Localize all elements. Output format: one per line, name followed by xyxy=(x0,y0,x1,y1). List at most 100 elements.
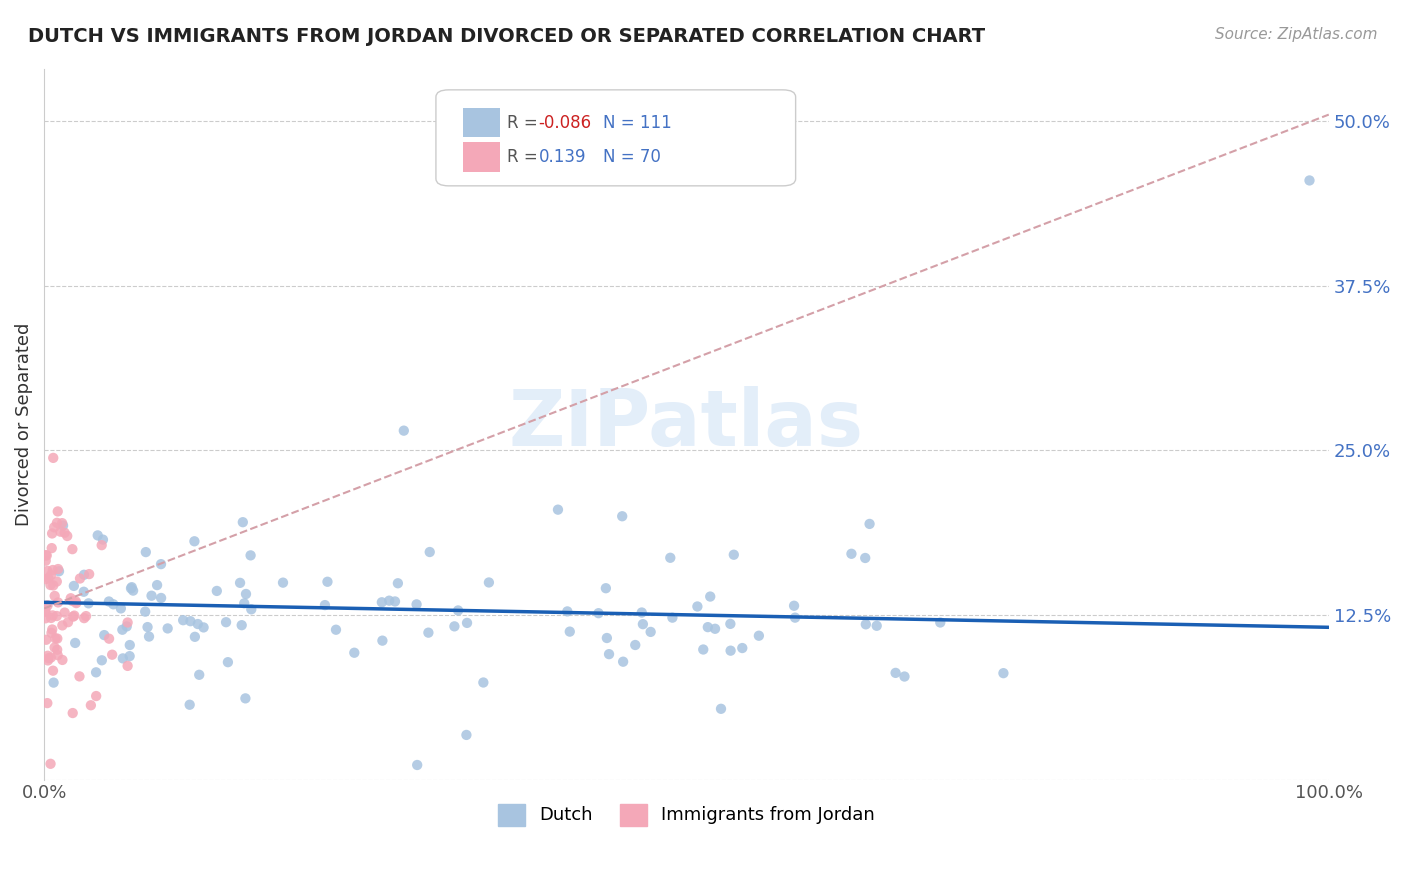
Point xyxy=(60,542,83,557)
Point xyxy=(103,597,125,611)
Point xyxy=(46,504,69,518)
Point xyxy=(42,675,65,690)
Point xyxy=(456,728,478,742)
Point xyxy=(46,562,69,576)
Point xyxy=(44,589,66,603)
Point xyxy=(855,617,877,632)
Point xyxy=(37,648,59,663)
Point xyxy=(893,669,915,683)
Point xyxy=(146,578,169,592)
Point xyxy=(718,616,741,631)
Point xyxy=(231,618,253,632)
Text: -0.086: -0.086 xyxy=(538,113,592,131)
Point xyxy=(37,696,59,710)
Point xyxy=(73,567,96,582)
Point xyxy=(45,574,67,589)
Point xyxy=(35,549,58,563)
Point xyxy=(378,593,401,607)
Point xyxy=(179,614,201,628)
Point xyxy=(150,557,173,571)
Point xyxy=(235,587,257,601)
Point xyxy=(39,650,62,665)
Text: R =: R = xyxy=(506,148,537,166)
Y-axis label: Divorced or Separated: Divorced or Separated xyxy=(15,322,32,525)
Point xyxy=(69,572,91,586)
Point xyxy=(596,631,619,645)
Point xyxy=(659,550,682,565)
Point xyxy=(239,549,262,563)
Point xyxy=(993,666,1015,681)
Point xyxy=(612,655,634,669)
Point xyxy=(853,551,876,566)
Point xyxy=(62,609,84,624)
Point xyxy=(65,596,87,610)
Point xyxy=(271,575,294,590)
Point xyxy=(80,698,103,713)
Point xyxy=(44,640,66,655)
Point xyxy=(588,606,610,620)
Point xyxy=(187,617,209,632)
Point xyxy=(118,638,141,652)
Point xyxy=(35,632,58,647)
Point xyxy=(93,628,115,642)
Point xyxy=(547,502,569,516)
Text: N = 70: N = 70 xyxy=(603,148,661,166)
Point xyxy=(41,608,63,623)
Point xyxy=(172,613,194,627)
Point xyxy=(91,533,114,547)
Point xyxy=(41,526,63,541)
Point xyxy=(215,615,238,630)
Point xyxy=(456,615,478,630)
Point xyxy=(384,594,406,608)
Point xyxy=(884,665,907,680)
Point xyxy=(640,624,662,639)
Point xyxy=(443,619,465,633)
Point xyxy=(229,575,252,590)
Point xyxy=(34,611,56,625)
Point xyxy=(612,509,634,524)
Point xyxy=(150,591,173,605)
Point xyxy=(478,575,501,590)
Point xyxy=(101,648,124,662)
Point xyxy=(42,664,65,678)
Point xyxy=(631,617,654,632)
Point xyxy=(183,534,205,549)
Point xyxy=(42,563,65,577)
Point xyxy=(686,599,709,614)
Point xyxy=(111,623,134,637)
Point xyxy=(156,622,179,636)
Point xyxy=(557,604,579,618)
Text: ZIPatlas: ZIPatlas xyxy=(509,386,863,462)
Point xyxy=(60,594,83,608)
Point xyxy=(723,548,745,562)
Point xyxy=(371,633,394,648)
Point xyxy=(62,706,84,720)
Point xyxy=(929,615,952,630)
Point xyxy=(783,610,806,624)
Point xyxy=(121,580,143,594)
Point xyxy=(343,646,366,660)
Point xyxy=(710,702,733,716)
Point xyxy=(696,620,718,634)
Point xyxy=(37,653,59,667)
Point xyxy=(418,625,440,640)
Point xyxy=(720,643,742,657)
Point xyxy=(41,623,63,637)
Point xyxy=(240,602,263,616)
Point xyxy=(858,516,880,531)
Point xyxy=(49,524,72,539)
Text: N = 111: N = 111 xyxy=(603,113,672,131)
Point xyxy=(233,596,256,610)
Point xyxy=(46,516,69,530)
Point xyxy=(39,568,62,582)
Point xyxy=(39,578,62,592)
Point xyxy=(65,594,87,608)
Text: Source: ZipAtlas.com: Source: ZipAtlas.com xyxy=(1215,27,1378,42)
Text: R =: R = xyxy=(506,113,537,131)
Point xyxy=(595,581,617,595)
Point xyxy=(1298,173,1320,187)
Point xyxy=(598,647,620,661)
Point xyxy=(46,632,69,646)
Point xyxy=(117,615,139,630)
Point xyxy=(51,618,73,632)
